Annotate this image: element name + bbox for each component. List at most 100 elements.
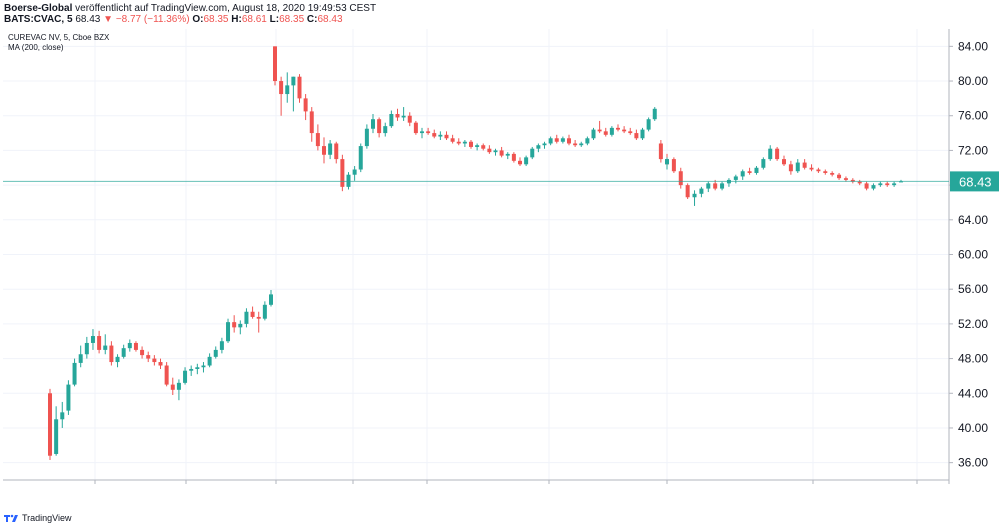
candle <box>413 120 418 135</box>
chart-header: Boerse-Global veröffentlicht auf Trading… <box>0 0 1000 28</box>
candle <box>84 336 89 359</box>
candle-body <box>444 134 449 139</box>
price-tick-label: 72.00 <box>958 143 988 157</box>
legend-ma: MA (200, close) <box>8 43 64 52</box>
candle-body <box>843 178 848 180</box>
candle-body <box>219 341 224 350</box>
candle-body <box>183 370 188 383</box>
price-tick-label: 56.00 <box>958 282 988 296</box>
candle <box>782 155 786 167</box>
candle-body <box>256 316 261 319</box>
candle-body <box>481 145 486 149</box>
publisher-name[interactable]: Boerse-Global <box>4 3 73 14</box>
candle-body <box>232 322 237 328</box>
candle <box>830 171 835 177</box>
candle <box>823 169 828 175</box>
candle <box>802 159 807 170</box>
candle <box>768 145 773 161</box>
candle <box>640 127 645 141</box>
candle <box>152 355 157 366</box>
candle-body <box>285 85 290 95</box>
candle <box>334 141 339 164</box>
candle-body <box>291 76 296 86</box>
candle <box>816 167 821 173</box>
candle-body <box>176 382 181 390</box>
candle <box>878 181 883 187</box>
candle-body <box>195 367 200 369</box>
candle-body <box>103 345 108 350</box>
candle <box>671 157 676 173</box>
change-value: −8.77 (−11.36%) <box>115 14 190 25</box>
price-tick-label: 52.00 <box>958 317 988 331</box>
candle <box>352 166 357 181</box>
candle-body <box>816 169 821 172</box>
close-value: 68.43 <box>317 14 343 25</box>
candle-body <box>733 176 738 180</box>
candle <box>127 339 132 352</box>
candle-body <box>567 138 571 144</box>
candle <box>232 315 237 333</box>
candle-body <box>158 362 163 366</box>
last-price-badge <box>950 171 999 192</box>
candle-body <box>536 145 541 149</box>
candle <box>456 138 461 146</box>
candle-body <box>309 111 314 134</box>
candle <box>115 354 120 368</box>
published-text: veröffentlicht auf TradingView.com, Augu… <box>75 3 377 14</box>
price-tick-label: 80.00 <box>958 74 988 88</box>
candle-body <box>671 159 676 172</box>
close-label: C: <box>306 14 318 25</box>
candle-body <box>634 133 639 139</box>
candle <box>250 306 255 319</box>
brand-name[interactable]: TradingView <box>22 513 72 523</box>
chart-legend: CUREVAC NV, 5, Cboe BZX MA (200, close) <box>8 33 110 52</box>
candle-body <box>54 419 59 454</box>
candle <box>54 406 59 456</box>
candle-body <box>740 171 745 177</box>
candle-body <box>628 131 633 134</box>
candle-body <box>432 133 437 137</box>
high-label: H: <box>231 14 242 25</box>
candle <box>609 126 614 137</box>
candle-body <box>475 145 480 147</box>
chart-panel[interactable]: 36.00 40.00 44.00 48.00 52.00 56.00 60.00 64.00… <box>3 29 999 502</box>
candle-body <box>878 183 883 186</box>
candle-body <box>499 150 504 156</box>
candle <box>133 341 138 352</box>
candle <box>90 329 95 350</box>
candle <box>66 380 71 415</box>
time-axis[interactable]: 19:0020:301716:4518:0020:001818:0020:00 <box>80 480 932 502</box>
candle-body <box>389 113 394 127</box>
candle <box>291 76 296 112</box>
candle <box>358 143 363 173</box>
candle-body <box>401 115 406 118</box>
candle <box>628 127 633 135</box>
candle-body <box>530 148 535 158</box>
candle-body <box>885 183 890 186</box>
candle-body <box>420 131 424 134</box>
candle <box>850 178 855 184</box>
candle <box>401 107 406 121</box>
price-axis[interactable]: 36.00 40.00 44.00 48.00 52.00 56.00 60.00 64.00… <box>949 39 988 470</box>
candle-body <box>754 167 759 173</box>
candle <box>652 107 657 121</box>
candle-body <box>133 342 138 350</box>
candle-body <box>244 311 249 324</box>
candle <box>238 320 243 335</box>
last-price-marker: 68.43 <box>3 171 999 192</box>
candle <box>469 140 473 149</box>
candlestick-chart[interactable]: 36.00 40.00 44.00 48.00 52.00 56.00 60.00 64.00… <box>3 29 999 502</box>
candle <box>706 181 711 193</box>
candle-body <box>279 81 284 95</box>
candle <box>377 117 382 138</box>
tradingview-logo-icon[interactable] <box>4 514 18 523</box>
candle <box>109 341 114 366</box>
candle-body <box>775 148 780 160</box>
price-tick-label: 48.00 <box>958 352 988 366</box>
candle <box>892 181 897 187</box>
candle <box>597 120 602 134</box>
candle <box>591 127 596 141</box>
candle-body <box>469 141 473 147</box>
candle-body <box>678 171 683 186</box>
candle-body <box>795 162 800 172</box>
